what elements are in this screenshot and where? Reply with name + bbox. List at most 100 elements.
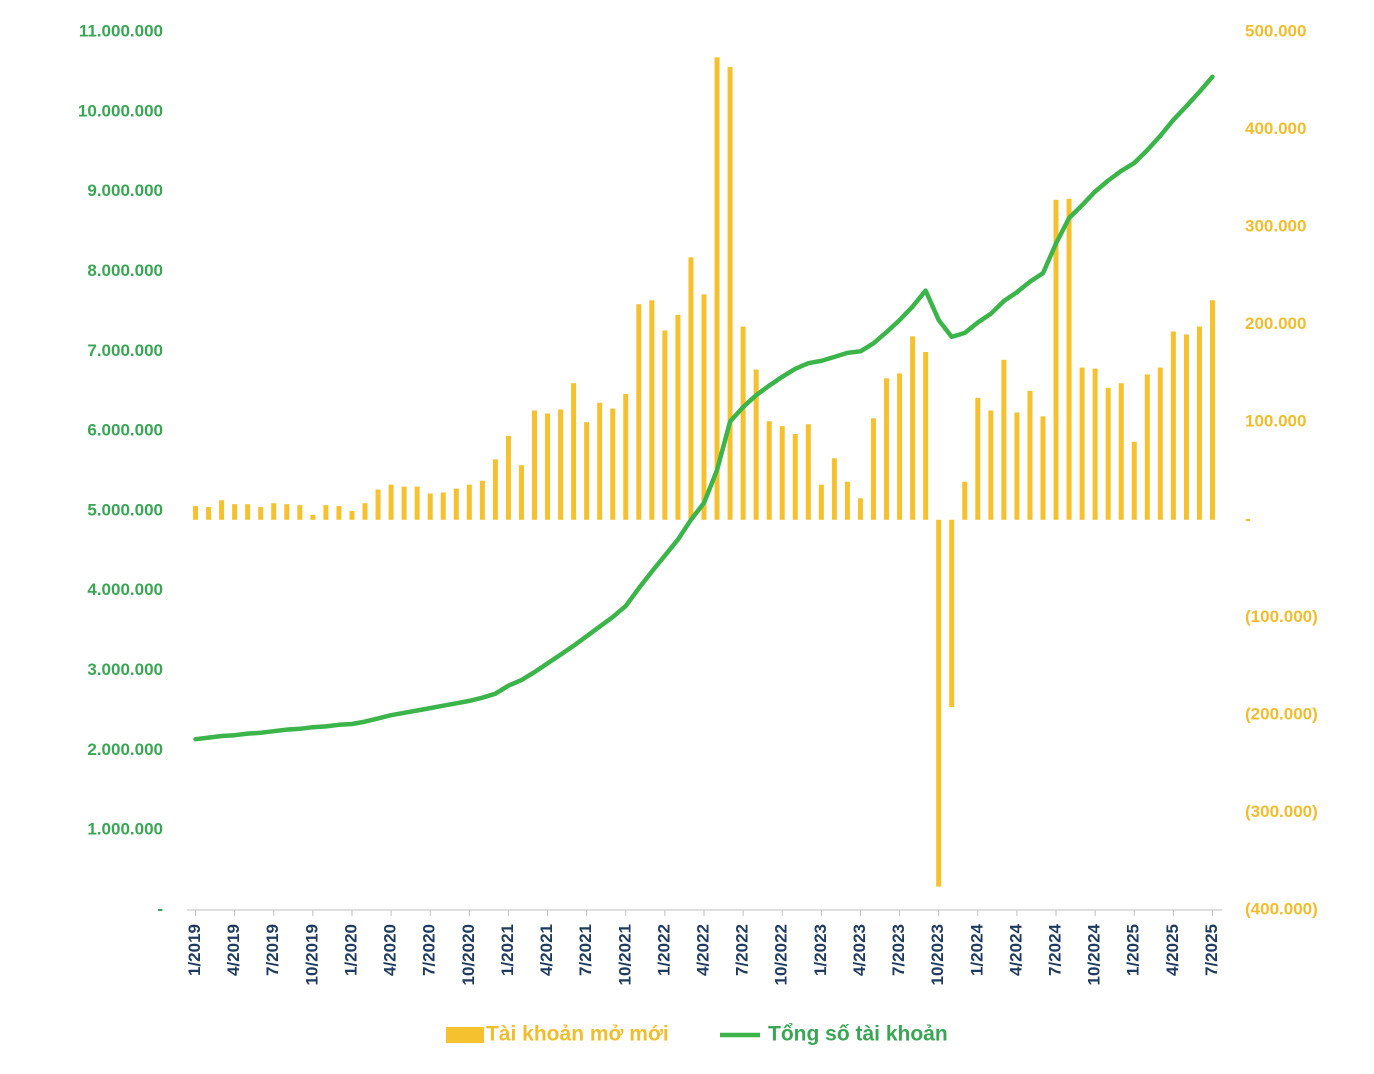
- bar: [962, 481, 968, 520]
- y2-tick-label: (200.000): [1245, 704, 1318, 723]
- bar: [323, 505, 329, 520]
- bar: [714, 57, 720, 520]
- x-tick-label: 4/2023: [850, 924, 869, 976]
- bar: [1066, 198, 1072, 520]
- bar: [701, 294, 707, 520]
- bar: [740, 326, 746, 520]
- bar: [1144, 374, 1150, 520]
- bar: [636, 304, 642, 520]
- bar: [1079, 367, 1085, 520]
- bar: [1196, 326, 1202, 520]
- bar: [857, 498, 863, 520]
- bar: [936, 519, 942, 887]
- bar: [362, 503, 368, 520]
- bar: [949, 519, 955, 708]
- bar: [649, 300, 655, 520]
- bar: [975, 397, 981, 520]
- x-tick-label: 1/2020: [341, 924, 360, 976]
- y-tick-label: -: [157, 899, 163, 918]
- bar: [1092, 368, 1098, 520]
- y-tick-label: 6.000.000: [87, 421, 163, 440]
- bar: [518, 465, 524, 520]
- bar: [831, 458, 837, 520]
- bar: [988, 410, 994, 520]
- y2-tick-label: -: [1245, 509, 1251, 528]
- bar: [1170, 331, 1176, 520]
- bar: [571, 383, 577, 520]
- bar: [505, 435, 511, 520]
- bar: [675, 314, 681, 520]
- x-tick-label: 1/2021: [498, 924, 517, 976]
- x-tick-label: 1/2019: [185, 924, 204, 976]
- x-tick-label: 1/2025: [1124, 924, 1143, 976]
- bar: [401, 486, 407, 520]
- bar: [193, 506, 199, 520]
- bar: [545, 413, 551, 520]
- bar: [1105, 388, 1111, 520]
- x-tick-label: 7/2019: [263, 924, 282, 976]
- x-tick-label: 1/2022: [654, 924, 673, 976]
- bar: [1131, 441, 1137, 520]
- bar: [466, 484, 472, 520]
- bar: [923, 351, 929, 520]
- bar: [1014, 412, 1020, 520]
- y-tick-label: 9.000.000: [87, 181, 163, 200]
- bar: [766, 421, 772, 520]
- bar: [818, 484, 824, 520]
- bar: [284, 504, 290, 520]
- bar: [219, 500, 225, 520]
- bar: [492, 459, 498, 520]
- bar: [245, 504, 251, 520]
- bar: [623, 393, 629, 520]
- bar: [206, 507, 212, 520]
- y2-tick-label: 300.000: [1245, 217, 1306, 236]
- x-tick-label: 4/2021: [537, 924, 556, 976]
- x-tick-label: 7/2021: [576, 924, 595, 976]
- y-tick-label: 3.000.000: [87, 660, 163, 679]
- y2-tick-label: (300.000): [1245, 802, 1318, 821]
- bar: [584, 422, 590, 520]
- bar: [414, 486, 420, 520]
- bar: [427, 493, 433, 520]
- bar: [688, 257, 694, 520]
- bar: [532, 410, 538, 520]
- x-tick-label: 10/2024: [1085, 923, 1104, 985]
- x-tick-label: 7/2022: [733, 924, 752, 976]
- line: [193, 74, 1215, 742]
- x-tick-label: 7/2020: [420, 924, 439, 976]
- legend-label: Tổng số tài khoản: [768, 1023, 948, 1046]
- y2-tick-label: 500.000: [1245, 21, 1306, 40]
- bar: [662, 330, 668, 520]
- bar: [297, 505, 303, 520]
- y-tick-label: 7.000.000: [87, 341, 163, 360]
- x-tick-label: 10/2020: [459, 924, 478, 985]
- bar: [1118, 383, 1124, 520]
- y-tick-label: 4.000.000: [87, 580, 163, 599]
- bar: [1001, 359, 1007, 520]
- y2-tick-label: 400.000: [1245, 119, 1306, 138]
- bar: [910, 336, 916, 520]
- bar: [388, 484, 394, 520]
- bar: [453, 488, 459, 520]
- y2-tick-label: (400.000): [1245, 899, 1318, 918]
- bar: [779, 426, 785, 520]
- bar: [727, 67, 733, 520]
- bar: [271, 503, 277, 520]
- bar: [884, 378, 890, 520]
- x-tick-label: 10/2021: [615, 924, 634, 985]
- bar: [597, 402, 603, 520]
- x-tick-label: 7/2024: [1046, 923, 1065, 976]
- x-tick-label: 4/2025: [1163, 924, 1182, 976]
- bar: [1040, 416, 1046, 520]
- x-tick-label: 1/2024: [967, 923, 986, 976]
- y2-tick-label: (100.000): [1245, 607, 1318, 626]
- y-tick-label: 2.000.000: [87, 740, 163, 759]
- x-tick-label: 10/2023: [928, 924, 947, 985]
- y-tick-label: 11.000.000: [79, 21, 163, 40]
- y2-tick-label: 100.000: [1245, 412, 1306, 431]
- bar: [753, 369, 759, 520]
- bar: [375, 489, 381, 520]
- legend-label: Tài khoản mở mới: [486, 1023, 669, 1046]
- bar: [1053, 199, 1059, 520]
- bar: [870, 418, 876, 520]
